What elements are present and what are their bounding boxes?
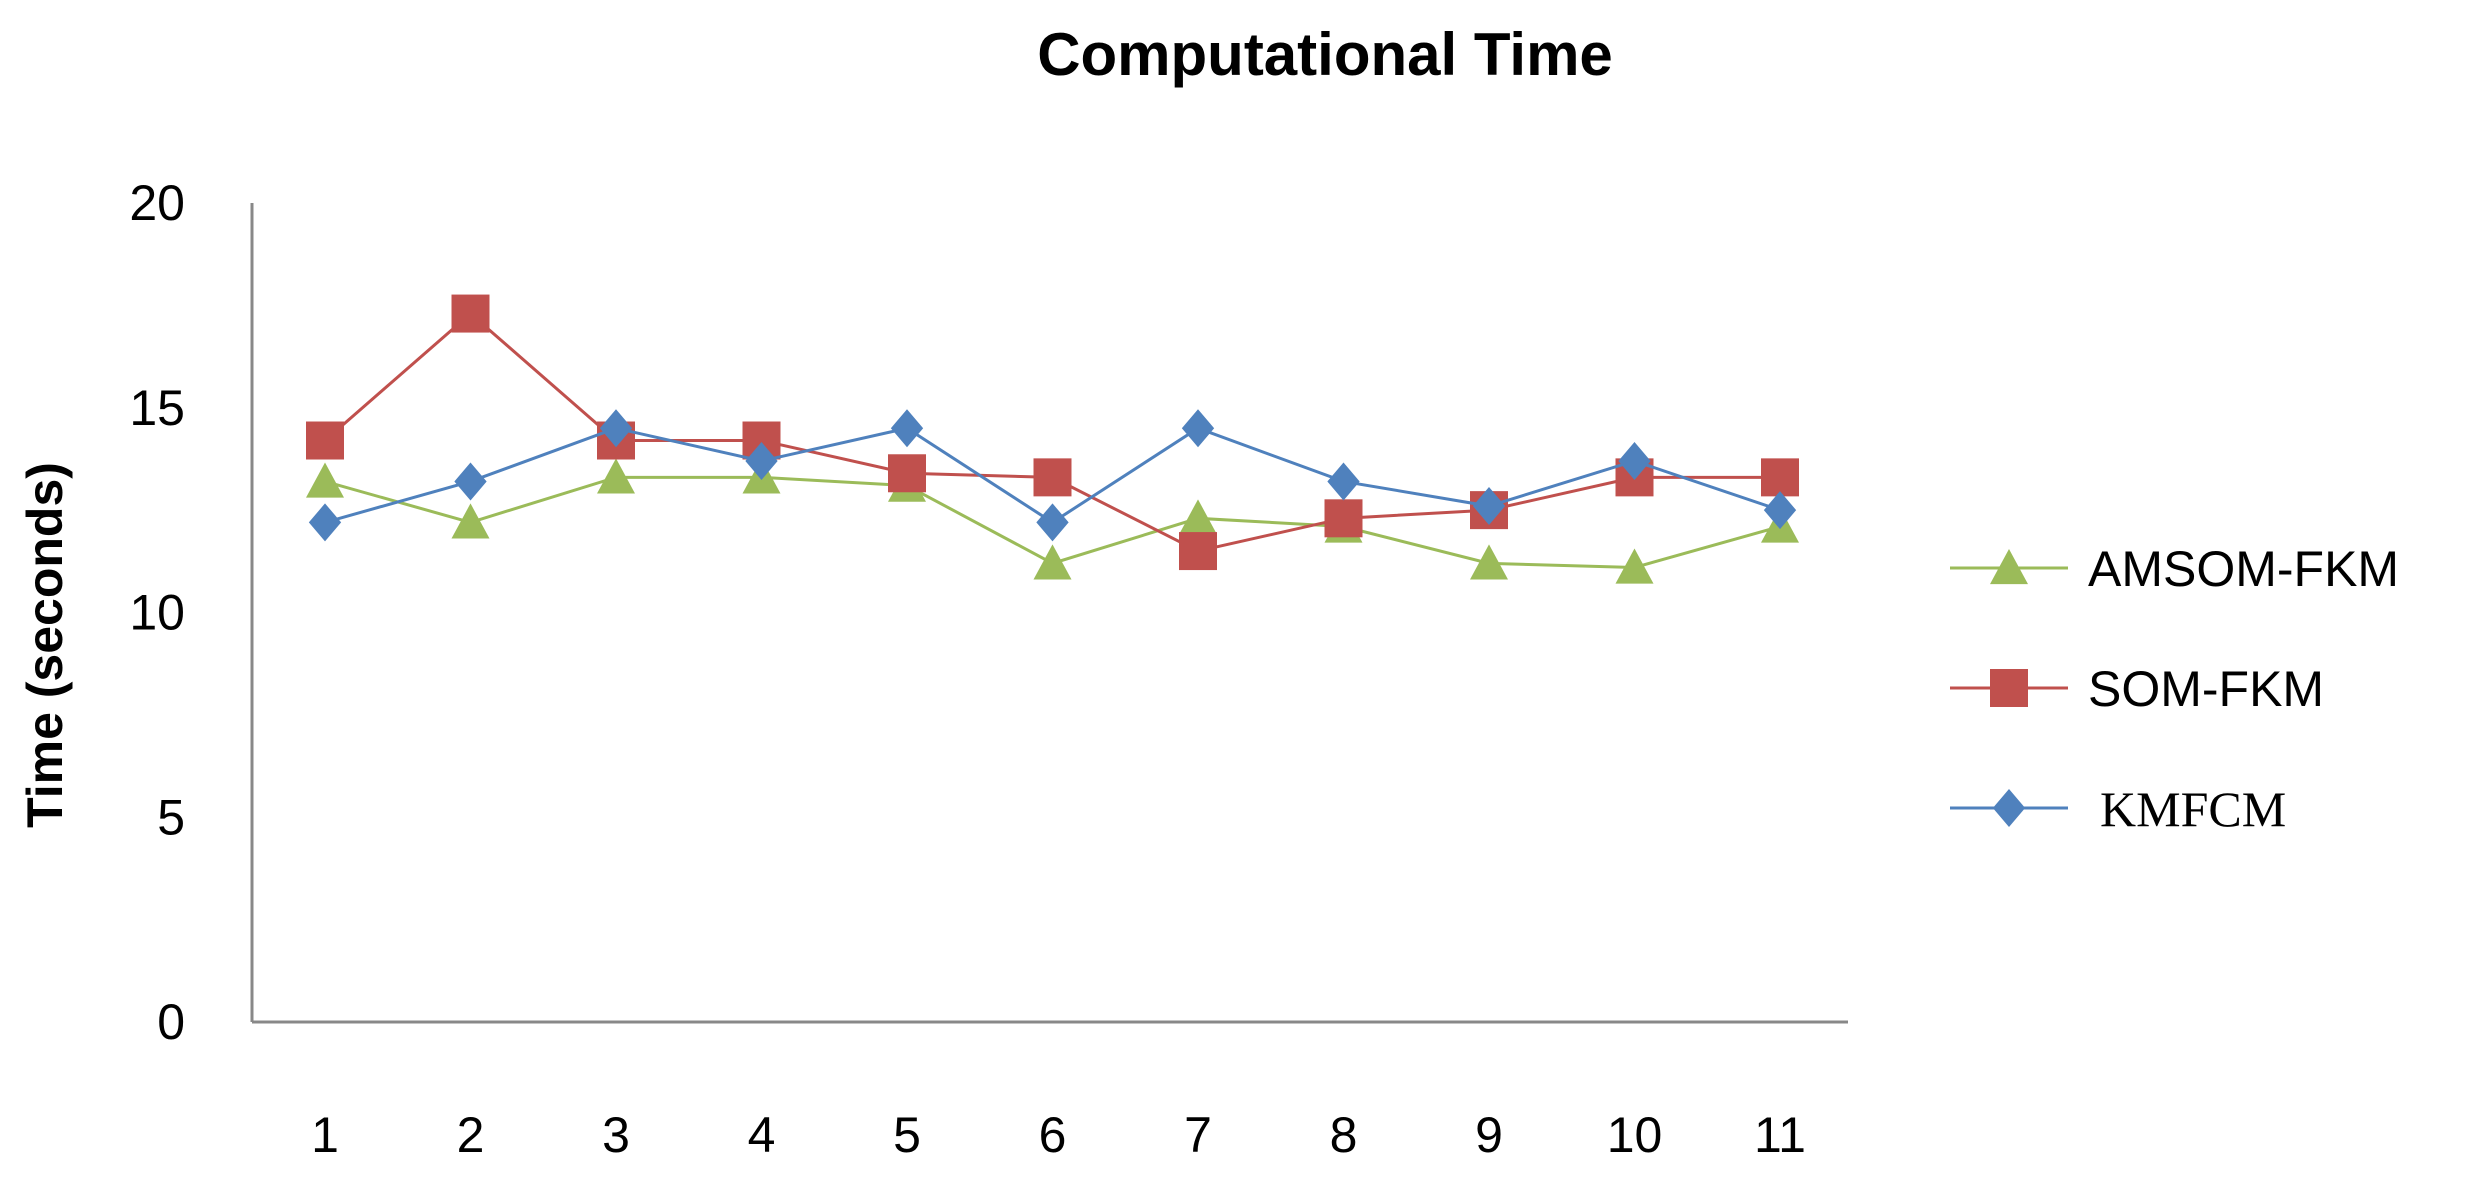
data-point <box>1036 503 1069 542</box>
x-tick-label: 10 <box>1607 1107 1663 1163</box>
data-point <box>451 294 490 333</box>
data-point <box>890 409 924 448</box>
data-point <box>1763 491 1797 530</box>
y-tick-label: 0 <box>157 994 185 1050</box>
x-tick-label: 6 <box>1039 1107 1067 1163</box>
data-point <box>1179 532 1217 571</box>
data-point <box>1327 462 1360 501</box>
y-tick-label: 15 <box>129 380 185 436</box>
x-tick-label: 11 <box>1754 1107 1806 1163</box>
legend: AMSOM-FKM SOM-FKM KMFCM <box>1950 541 2399 837</box>
data-point <box>306 421 344 460</box>
x-tick-label: 7 <box>1184 1107 1212 1163</box>
x-tick-label: 2 <box>457 1107 485 1163</box>
x-tick-label: 3 <box>602 1107 630 1163</box>
data-point <box>745 441 778 480</box>
axes: 0 5 10 15 20 1 2 3 4 5 6 7 8 9 10 11 <box>129 175 1848 1163</box>
data-point <box>1181 409 1215 448</box>
chart-title: Computational Time <box>1037 21 1613 88</box>
data-point <box>1472 487 1506 526</box>
y-axis-title: Time (seconds) <box>17 462 73 828</box>
data-point <box>454 462 487 501</box>
legend-item: SOM-FKM <box>1950 661 2324 717</box>
legend-marker <box>1990 549 2028 585</box>
series-kmfcm <box>308 409 1797 542</box>
x-tick-label: 4 <box>748 1107 776 1163</box>
data-point <box>1179 499 1217 535</box>
x-tick-label: 8 <box>1330 1107 1358 1163</box>
x-tick-label: 9 <box>1475 1107 1503 1163</box>
series-som-fkm <box>306 294 1799 571</box>
data-point <box>1761 458 1799 497</box>
data-point <box>1033 544 1072 580</box>
legend-label: KMFCM <box>2100 781 2286 837</box>
legend-label: SOM-FKM <box>2088 661 2324 717</box>
y-tick-label: 20 <box>129 175 185 231</box>
legend-item: KMFCM <box>1950 781 2286 837</box>
data-point <box>1324 499 1363 538</box>
legend-marker <box>1992 789 2026 827</box>
data-point <box>1615 548 1654 584</box>
x-tick-label: 1 <box>311 1107 339 1163</box>
legend-marker <box>1990 669 2028 707</box>
data-point <box>451 503 490 539</box>
data-point <box>1618 441 1651 480</box>
legend-label: AMSOM-FKM <box>2088 541 2399 597</box>
data-point <box>599 409 633 448</box>
data-point <box>308 503 342 542</box>
data-point <box>888 454 926 493</box>
data-point <box>597 458 635 494</box>
y-tick-label: 5 <box>157 789 185 845</box>
data-point <box>306 462 344 498</box>
series-layer <box>306 294 1799 584</box>
x-tick-label: 5 <box>893 1107 921 1163</box>
data-point <box>1470 544 1508 580</box>
legend-item: AMSOM-FKM <box>1950 541 2399 597</box>
data-point <box>1033 458 1072 497</box>
y-tick-label: 10 <box>129 585 185 641</box>
